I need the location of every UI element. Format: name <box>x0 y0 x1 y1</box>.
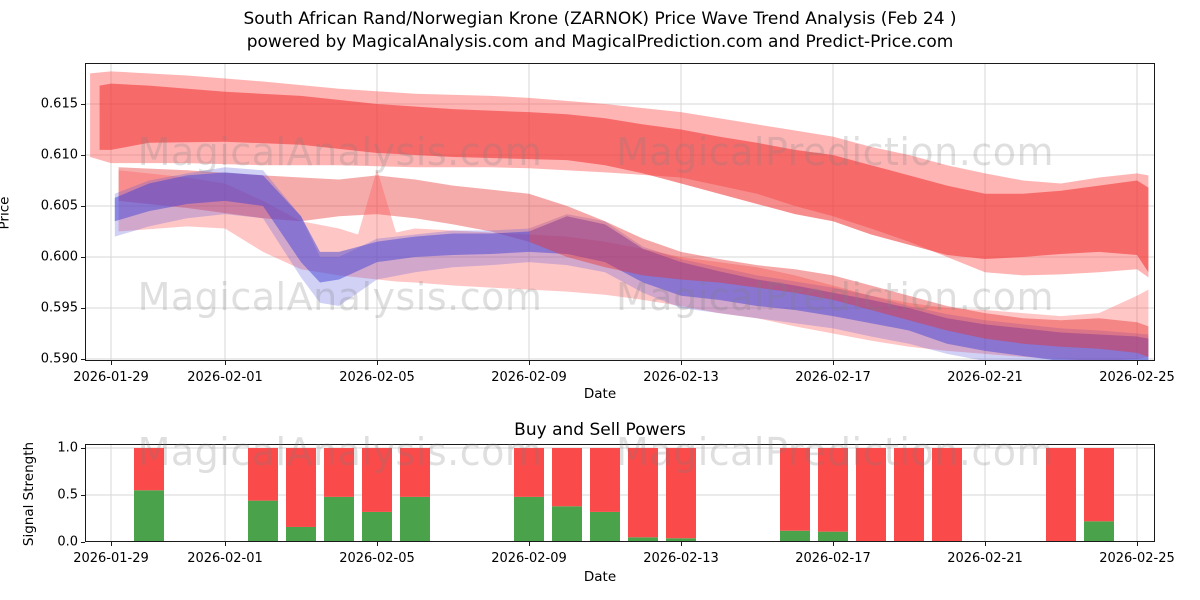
signal-xtick-label: 2026-02-13 <box>643 551 719 566</box>
price-xtick-label: 2026-02-21 <box>947 370 1023 385</box>
price-ytick <box>81 155 85 156</box>
price-xtick <box>111 361 112 365</box>
buy-bar-2026-02-02 <box>248 500 278 542</box>
price-ytick <box>81 359 85 360</box>
price-xtick <box>377 361 378 365</box>
signal-xtick <box>225 542 226 546</box>
sell-bar-2026-02-09 <box>514 448 544 497</box>
sell-bar-2026-02-11 <box>590 448 620 512</box>
price-ytick-label: 0.600 <box>40 249 78 265</box>
signal-chart-canvas <box>85 444 1155 542</box>
price-chart-canvas <box>85 63 1155 361</box>
sell-bar-2026-02-16 <box>780 448 810 531</box>
price-xtick <box>225 361 226 365</box>
price-xtick <box>833 361 834 365</box>
price-xtick-label: 2026-01-29 <box>73 370 149 385</box>
signal-xtick-label: 2026-02-25 <box>1099 551 1175 566</box>
buy-bar-2026-02-06 <box>400 496 430 542</box>
sell-bar-2026-02-10 <box>552 448 582 507</box>
price-ytick <box>81 257 85 258</box>
price-xtick <box>985 361 986 365</box>
figure-title-line1: South African Rand/Norwegian Krone (ZARN… <box>243 9 957 29</box>
signal-xtick <box>833 542 834 546</box>
signal-ytick-label: 0.0 <box>57 534 78 550</box>
signal-ytick <box>81 495 85 496</box>
buy-bar-2026-02-03 <box>286 526 316 542</box>
sell-bar-2026-02-18 <box>856 448 886 542</box>
sell-bar-2026-02-06 <box>400 448 430 497</box>
buy-bar-2026-02-05 <box>362 511 392 542</box>
signal-chart-title: Buy and Sell Powers <box>514 420 686 440</box>
price-ytick-label: 0.605 <box>40 198 78 214</box>
signal-xaxis-label: Date <box>583 569 617 585</box>
buy-bar-2026-02-12 <box>628 537 658 542</box>
price-ytick-label: 0.615 <box>40 96 78 112</box>
signal-ytick <box>81 448 85 449</box>
price-xtick-label: 2026-02-13 <box>643 370 719 385</box>
price-xtick-label: 2026-02-25 <box>1099 370 1175 385</box>
price-xtick-label: 2026-02-17 <box>795 370 871 385</box>
price-xtick-label: 2026-02-05 <box>339 370 415 385</box>
price-ytick <box>81 104 85 105</box>
signal-xtick <box>529 542 530 546</box>
price-xtick <box>529 361 530 365</box>
band-price-band-core <box>114 172 1149 361</box>
price-axis-label: Price <box>0 196 13 230</box>
signal-xtick-label: 2026-02-05 <box>339 551 415 566</box>
price-ytick-label: 0.610 <box>40 147 78 163</box>
signal-xtick-label: 2026-02-21 <box>947 551 1023 566</box>
signal-xtick <box>1137 542 1138 546</box>
sell-bar-2026-01-30 <box>134 448 164 491</box>
signal-xtick <box>681 542 682 546</box>
sell-bar-2026-02-12 <box>628 448 658 538</box>
price-ytick-label: 0.590 <box>40 351 78 367</box>
signal-ytick <box>81 542 85 543</box>
sell-bar-2026-02-17 <box>818 448 848 532</box>
figure-title-line2: powered by MagicalAnalysis.com and Magic… <box>246 32 954 52</box>
signal-ytick-label: 0.5 <box>57 487 78 503</box>
sell-bar-2026-02-23 <box>1046 448 1076 542</box>
buy-bar-2026-02-09 <box>514 496 544 542</box>
price-xtick-label: 2026-02-01 <box>187 370 263 385</box>
signal-xtick-label: 2026-02-09 <box>491 551 567 566</box>
signal-xtick-label: 2026-02-17 <box>795 551 871 566</box>
buy-bar-2026-01-30 <box>134 490 164 542</box>
sell-bar-2026-02-02 <box>248 448 278 501</box>
price-xtick <box>1137 361 1138 365</box>
buy-bar-2026-02-04 <box>324 496 354 542</box>
price-xtick-label: 2026-02-09 <box>491 370 567 385</box>
sell-bar-2026-02-20 <box>932 448 962 542</box>
buy-bar-2026-02-10 <box>552 506 582 542</box>
price-ytick <box>81 308 85 309</box>
signal-xtick-label: 2026-01-29 <box>73 551 149 566</box>
signal-xtick <box>111 542 112 546</box>
buy-bar-2026-02-17 <box>818 531 848 542</box>
sell-bar-2026-02-03 <box>286 448 316 527</box>
signal-ytick-label: 1.0 <box>57 440 78 456</box>
sell-bar-2026-02-13 <box>666 448 696 539</box>
price-xtick <box>681 361 682 365</box>
sell-bar-2026-02-19 <box>894 448 924 542</box>
signal-xtick <box>377 542 378 546</box>
sell-bar-2026-02-05 <box>362 448 392 512</box>
price-ytick-label: 0.595 <box>40 300 78 316</box>
signal-xtick <box>985 542 986 546</box>
buy-bar-2026-02-24 <box>1084 521 1114 542</box>
signal-xtick-label: 2026-02-01 <box>187 551 263 566</box>
band-upper-forecast-core <box>99 83 1149 273</box>
buy-bar-2026-02-16 <box>780 530 810 542</box>
band-mid-forecast-late <box>529 193 1149 357</box>
price-xaxis-label: Date <box>583 386 617 402</box>
sell-bar-2026-02-04 <box>324 448 354 497</box>
buy-bar-2026-02-13 <box>666 538 696 542</box>
buy-bar-2026-02-11 <box>590 511 620 542</box>
sell-bar-2026-02-24 <box>1084 448 1114 522</box>
price-ytick <box>81 206 85 207</box>
